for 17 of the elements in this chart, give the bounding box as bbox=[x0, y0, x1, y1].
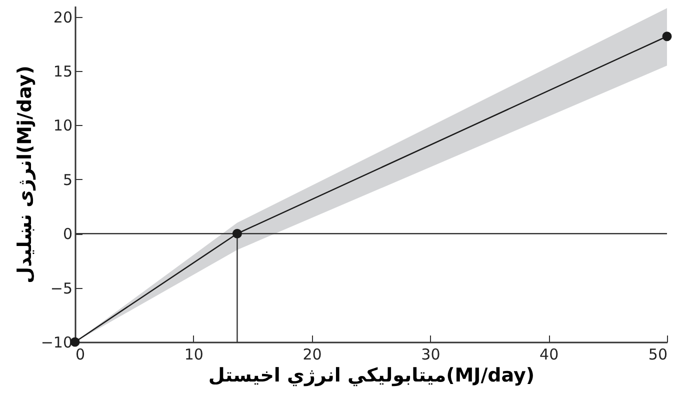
y-tick-label: 10 bbox=[53, 116, 72, 135]
x-tick-label: 40 bbox=[540, 346, 559, 364]
point bbox=[232, 228, 242, 238]
y-tick-label: −5 bbox=[50, 279, 72, 298]
y-tick-label: 20 bbox=[53, 8, 72, 26]
y-tick-label: −10 bbox=[40, 334, 72, 352]
x-tick-label: 0 bbox=[76, 346, 86, 364]
y-tick-label: 15 bbox=[53, 62, 72, 81]
y-tick-label: 5 bbox=[62, 170, 72, 189]
x-tick-label: 20 bbox=[302, 346, 322, 364]
x-axis-title: ميتابوليکي انرژي اخيستل(MJ/day) bbox=[208, 364, 535, 386]
y-tick-label: 0 bbox=[62, 225, 72, 244]
x-tick-label: 30 bbox=[421, 346, 440, 364]
x-tick-label: 10 bbox=[184, 346, 204, 364]
y-axis-title: انرژی نښلیدل(Mj/day) bbox=[14, 66, 36, 284]
x-tick-label: 50 bbox=[648, 346, 668, 364]
point bbox=[662, 32, 672, 42]
